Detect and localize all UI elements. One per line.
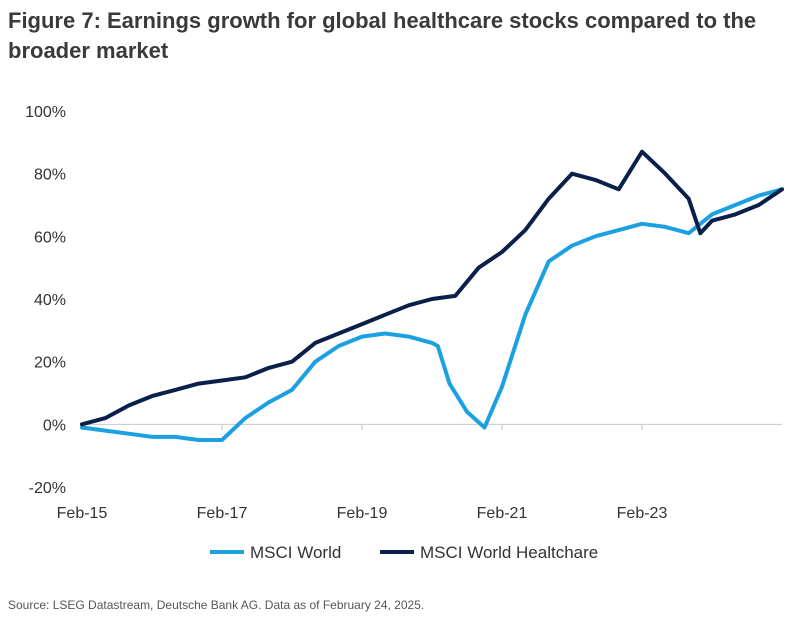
y-tick-label: 20% bbox=[34, 355, 66, 372]
y-axis-labels: -20% 0% 20% 40% 60% 80% 100% bbox=[25, 104, 66, 497]
y-tick-label: 40% bbox=[34, 292, 66, 309]
y-tick-label: -20% bbox=[29, 480, 66, 497]
x-axis-labels: Feb-15 Feb-17 Feb-19 Feb-21 Feb-23 bbox=[57, 505, 668, 522]
x-tick-label: Feb-19 bbox=[337, 505, 388, 522]
y-tick-label: 100% bbox=[25, 104, 66, 121]
y-tick-label: 80% bbox=[34, 167, 66, 184]
x-tick-label: Feb-21 bbox=[477, 505, 528, 522]
x-axis-ticks bbox=[81, 424, 643, 431]
y-tick-label: 60% bbox=[34, 229, 66, 246]
y-tick-label: 0% bbox=[43, 417, 66, 434]
x-tick-label: Feb-15 bbox=[57, 505, 108, 522]
source-note: Source: LSEG Datastream, Deutsche Bank A… bbox=[8, 598, 425, 612]
chart-title: Figure 7: Earnings growth for global hea… bbox=[8, 8, 757, 63]
x-tick-label: Feb-23 bbox=[617, 505, 668, 522]
legend-label: MSCI World bbox=[250, 543, 341, 562]
legend: MSCI World MSCI World Healtchare bbox=[210, 543, 598, 562]
series-line-msci-world bbox=[80, 187, 784, 442]
x-tick-label: Feb-17 bbox=[197, 505, 248, 522]
series-lines bbox=[80, 149, 784, 442]
legend-label: MSCI World Healtchare bbox=[420, 543, 598, 562]
series-line-msci-world-healthcare bbox=[80, 149, 784, 427]
